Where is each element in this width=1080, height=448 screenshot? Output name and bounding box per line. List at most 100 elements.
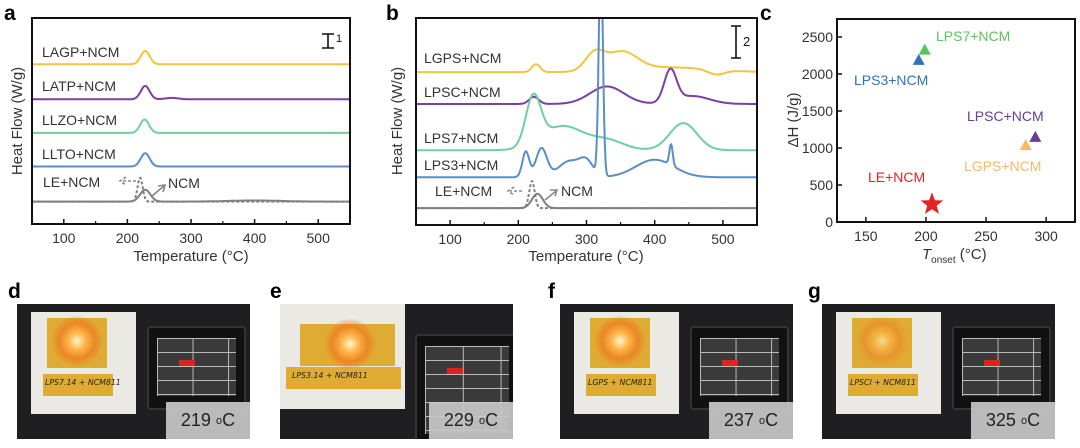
y-tick-label: 2500 [802,29,833,45]
x-tick-label: 400 [243,230,267,246]
arrow-right-icon [151,184,167,197]
dsc-chart-b: 100 200 300 400 500 Temperature (°C) Heat Fl… [389,17,758,265]
x-tick-label: 100 [52,230,76,246]
x-tick-label: 200 [914,228,938,244]
x-axis-title: Temperature (°C) [528,248,643,265]
y-tick-label: 1500 [802,103,833,119]
panel-label-a: a [4,2,16,25]
sample-label: LPS7.14 + NCM811 [45,379,121,388]
series-label: LLZO+NCM [42,112,117,128]
series-line-ncm [416,192,757,210]
point-label: LPSC+NCM [967,108,1044,124]
series-line-latp-ncm [32,85,350,101]
sample-label-tape [43,374,113,396]
arrow-left-icon [118,176,136,186]
x-tick-label: 200 [116,230,140,246]
series-label: LE+NCM [435,183,492,199]
glow [857,316,907,366]
series-label: LE+NCM [43,174,100,190]
plot-frame [836,18,1076,223]
panel-label-c: c [760,2,772,25]
scatter-chart-c: 150 200 250 300 0 500 1000 1500 2000 2500 ΔH (J/g… [785,18,1076,266]
series-label: LPSC+NCM [424,84,501,100]
sample-label: LPSCl + NCM811 [850,379,917,388]
y-axis-title: ΔH (J/g) [785,92,802,147]
series-line-llzo-ncm [32,118,350,134]
sample-label: LPS3.14 + NCM811 [292,372,368,381]
point-lgps-ncm-triangle [1019,139,1032,151]
series-line-lagp-ncm [32,49,350,66]
scale-bar-label: 2 [743,34,750,49]
glow [52,316,102,366]
thermometer-display [690,326,789,410]
arrow-left-icon [506,186,522,196]
y-axis-title: Heat Flow (W/g) [9,67,26,175]
glow [595,316,645,366]
panel-label-g: g [808,280,821,303]
y-tick-label: 2000 [802,66,833,82]
x-axis-title: Temperature (°C) [133,248,248,265]
point-label: LPS3+NCM [854,72,928,88]
panel-label-d: d [8,280,21,303]
series-line-llto-ncm [32,152,350,168]
point-label: LE+NCM [868,169,925,185]
x-tick-label: 300 [575,231,599,247]
x-tick-label: 500 [307,230,331,246]
point-lpsc-ncm-triangle [1029,130,1042,142]
sample-label-tape [286,367,401,389]
y-axis-title: Heat Flow (W/g) [389,67,406,175]
x-tick-label: 250 [974,228,998,244]
dsc-chart-a: 100 200 300 400 500 Temperature (°C) Heat Fl… [9,17,351,265]
x-tick-label: 150 [854,228,878,244]
series-label: LATP+NCM [42,78,116,94]
scale-bar: 2 [731,25,750,59]
series-label: LPS7+NCM [424,130,498,146]
point-le-ncm-star-icon [920,192,944,214]
thermometer-display [952,326,1051,410]
series-label: NCM [168,175,200,191]
x-tick-label: 400 [643,231,667,247]
point-label: LPS7+NCM [936,28,1010,44]
panel-label-b: b [386,2,399,25]
x-tick-label: 100 [438,231,462,247]
series-line-lps7-ncm [416,92,757,152]
series-line-lgps-ncm [416,48,757,76]
scale-bar-label: 1 [336,33,342,45]
series-label: LAGP+NCM [42,44,119,60]
series-label: LGPS+NCM [424,50,501,66]
sample-label-tape [586,374,656,396]
point-lps7-ncm-triangle [918,43,931,55]
x-tick-label: 200 [507,231,531,247]
series-label: LPS3+NCM [424,157,498,173]
scale-bar: 1 [322,33,342,49]
series-label: LLTO+NCM [42,146,116,162]
x-tick-label: 300 [1034,228,1058,244]
series-line-lpsc-ncm [416,67,757,105]
sample-label: LGPS + NCM811 [588,379,653,388]
charts-canvas: a b c 100 200 300 400 500 Temperature (°C) H… [4,2,1076,266]
x-axis-title: Tonset (°C) [922,246,987,266]
series-line-ncm [32,188,350,203]
sample-label-tape [848,374,918,396]
y-tick-label: 500 [810,177,834,193]
arrow-right-icon [544,189,559,201]
glow [325,319,375,369]
panel-label-f: f [548,280,555,303]
panel-label-e: e [270,280,282,303]
y-tick-label: 1000 [802,140,833,156]
x-tick-label: 500 [711,231,735,247]
x-tick-label: 300 [179,230,203,246]
series-line-lps3-ncm [416,18,757,179]
point-lps3-ncm-triangle [912,53,925,65]
thermometer-display [147,326,246,410]
point-label: LGPS+NCM [964,158,1041,174]
